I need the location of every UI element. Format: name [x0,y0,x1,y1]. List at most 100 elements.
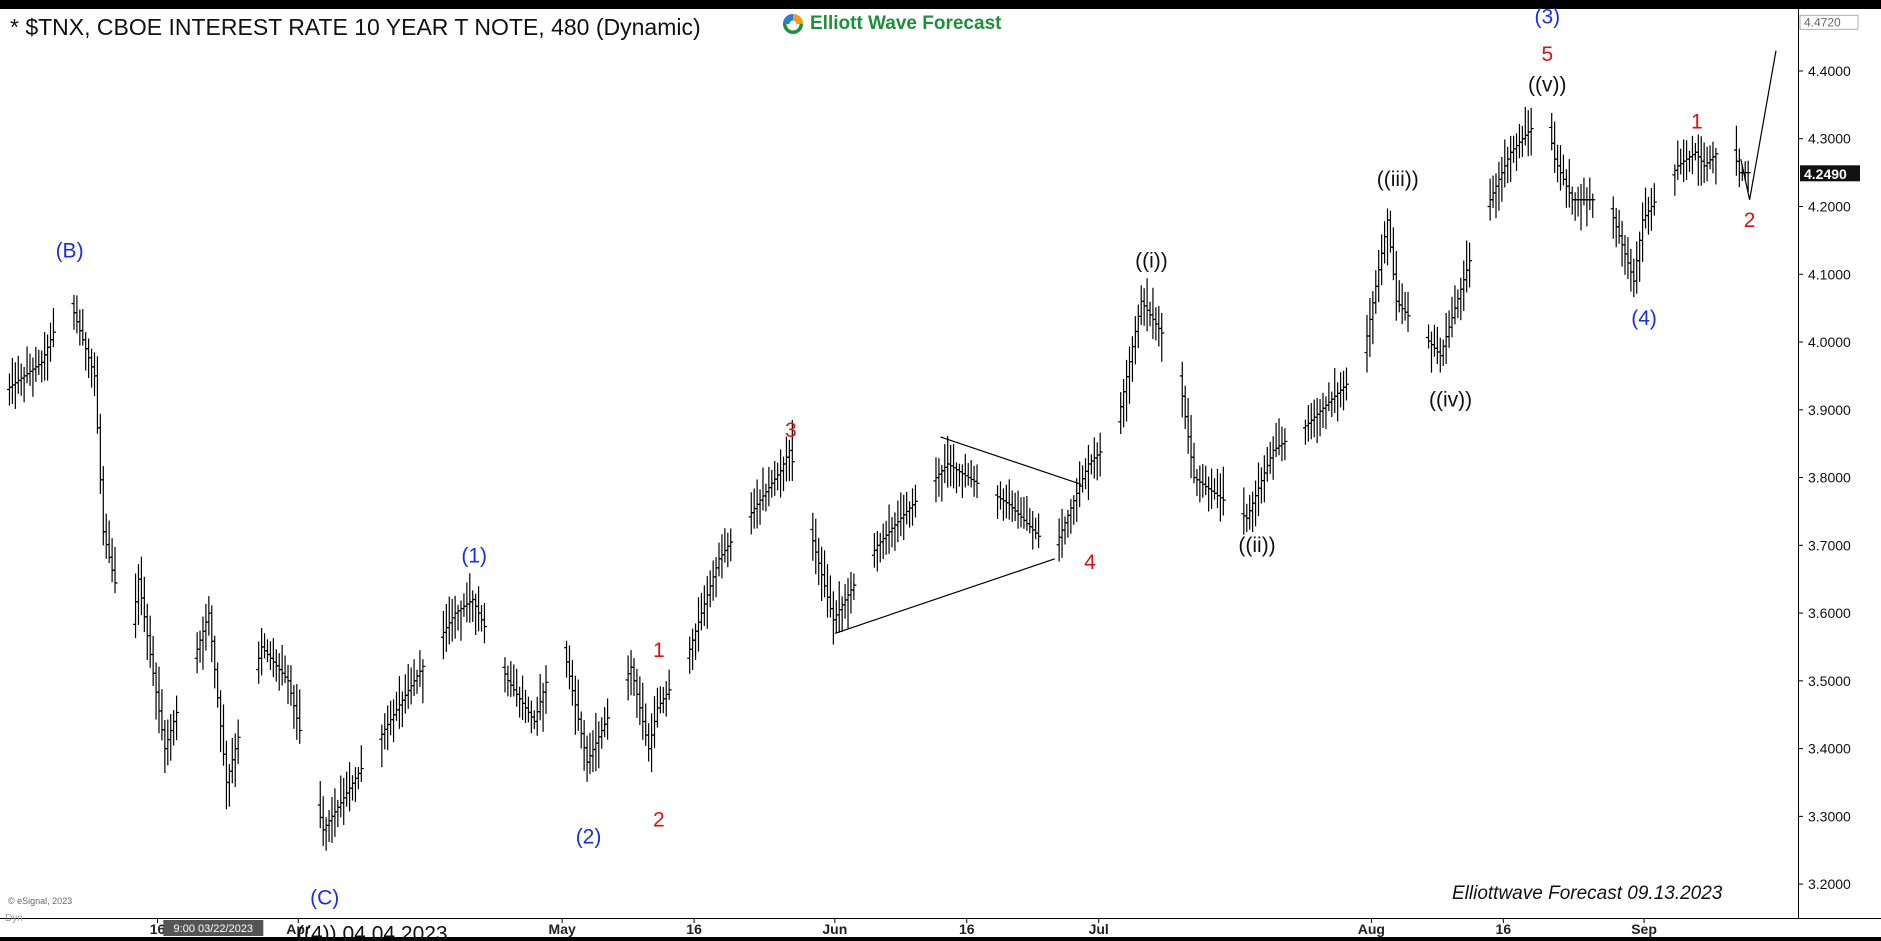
ohlc-bar [543,665,549,714]
crosshair-time-box [163,920,264,936]
ohlc-bar [698,592,704,631]
ohlc-bar [590,730,596,773]
ohlc-bar [1256,462,1262,517]
ohlc-bar [1373,270,1379,314]
ohlc-bar [830,591,836,645]
ohlc-bar [1188,415,1194,479]
ohlc-bar [581,720,587,771]
ohlc-bar [112,546,118,594]
ohlc-bar [634,668,640,718]
ohlc-bar [1258,467,1264,504]
ohlc-bar [1467,242,1473,288]
wave-label: 3 [785,419,797,442]
ohlc-bar [1704,146,1710,182]
brand-name: Elliott Wave Forecast [810,13,1002,34]
wave-label: (C) [310,886,339,909]
ohlc-bar [889,517,895,548]
ohlc-bar [874,530,880,572]
wave-label: 5 [1541,43,1553,66]
ohlc-bar [1185,397,1191,454]
ohlc-bar [883,520,889,555]
ohlc-bar [100,466,106,546]
ohlc-bar [1335,382,1341,422]
ohlc-bar [45,334,51,381]
ohlc-bar [625,655,631,701]
ohlc-bar [159,689,165,741]
ohlc-bar [786,439,792,482]
ohlc-bar [1584,187,1590,227]
ohlc-bar [1640,202,1646,262]
ohlc-bar [1059,508,1065,558]
ohlc-bars [6,106,1751,851]
ohlc-bar [393,691,399,721]
ohlc-bar [1678,148,1684,175]
ohlc-bar [1200,463,1206,498]
wave-label: 2 [1744,209,1756,232]
ohlc-bar [279,644,285,686]
ohlc-bar [97,413,103,494]
ohlc-bar [1144,278,1150,332]
ohlc-bar [728,528,734,562]
time-axis-panel [0,918,1881,941]
ohlc-bar [1701,142,1707,184]
ohlc-bar [1065,509,1071,538]
ohlc-bar [452,595,458,639]
ohlc-bar [1519,125,1525,157]
ohlc-bar [344,771,350,807]
ohlc-bar [1220,466,1226,516]
wave-label: ((iv)) [1429,388,1472,411]
ohlc-bar [520,675,526,720]
ohlc-bar [1056,518,1062,562]
ohlc-bar [12,362,18,410]
ohlc-bar [525,696,531,723]
ohlc-bar [1197,465,1203,503]
ohlc-bar [1376,249,1382,303]
ohlc-bar [1094,442,1100,481]
chart-title: * $TNX, CBOE INTEREST RATE 10 YEAR T NOT… [10,14,701,40]
ohlc-bar [1616,209,1622,244]
ohlc-bar [766,466,772,507]
ohlc-bar [1516,123,1522,159]
ohlc-bar [763,483,769,512]
ohlc-bar [1341,370,1347,411]
ohlc-bar [725,532,731,568]
ohlc-bar [517,686,523,718]
ohlc-bar [933,457,939,503]
ohlc-bar [481,602,487,644]
ohlc-bar [24,346,30,384]
ohlc-bar [39,350,45,383]
ohlc-bar [1578,183,1584,231]
ohlc-bar [138,556,144,616]
ohlc-bar [912,484,918,518]
ohlc-bar [1273,422,1279,458]
ohlc-bar [332,788,338,837]
ohlc-bar [713,557,719,598]
ohlc-bar [842,583,848,619]
ohlc-bar [326,810,332,842]
ohlc-bar [1587,177,1593,211]
ohlc-bar [1329,391,1335,418]
ohlc-bar [907,501,913,528]
ohlc-bar [716,542,722,577]
ohlc-bar [1426,324,1432,349]
ohlc-bar [1206,476,1212,512]
ohlc-bar [455,604,461,631]
ohlc-bar [464,582,470,623]
ohlc-bar [1241,487,1247,535]
ohlc-bar [479,605,485,632]
ohlc-bar [1062,516,1068,545]
ohlc-bar [1557,145,1563,191]
ohlc-bar [640,682,646,740]
ohlc-bar [317,781,323,829]
ohlc-bar [695,597,701,652]
ohlc-bar [1648,188,1654,231]
ohlc-bar [467,573,473,623]
ohlc-bar [1033,517,1039,540]
ohlc-bar [707,570,713,608]
ohlc-bar [1009,490,1015,522]
ohlc-bar [405,664,411,709]
ohlc-bar [27,353,33,386]
ohlc-bar [1675,140,1681,181]
projection-line [1749,50,1777,200]
